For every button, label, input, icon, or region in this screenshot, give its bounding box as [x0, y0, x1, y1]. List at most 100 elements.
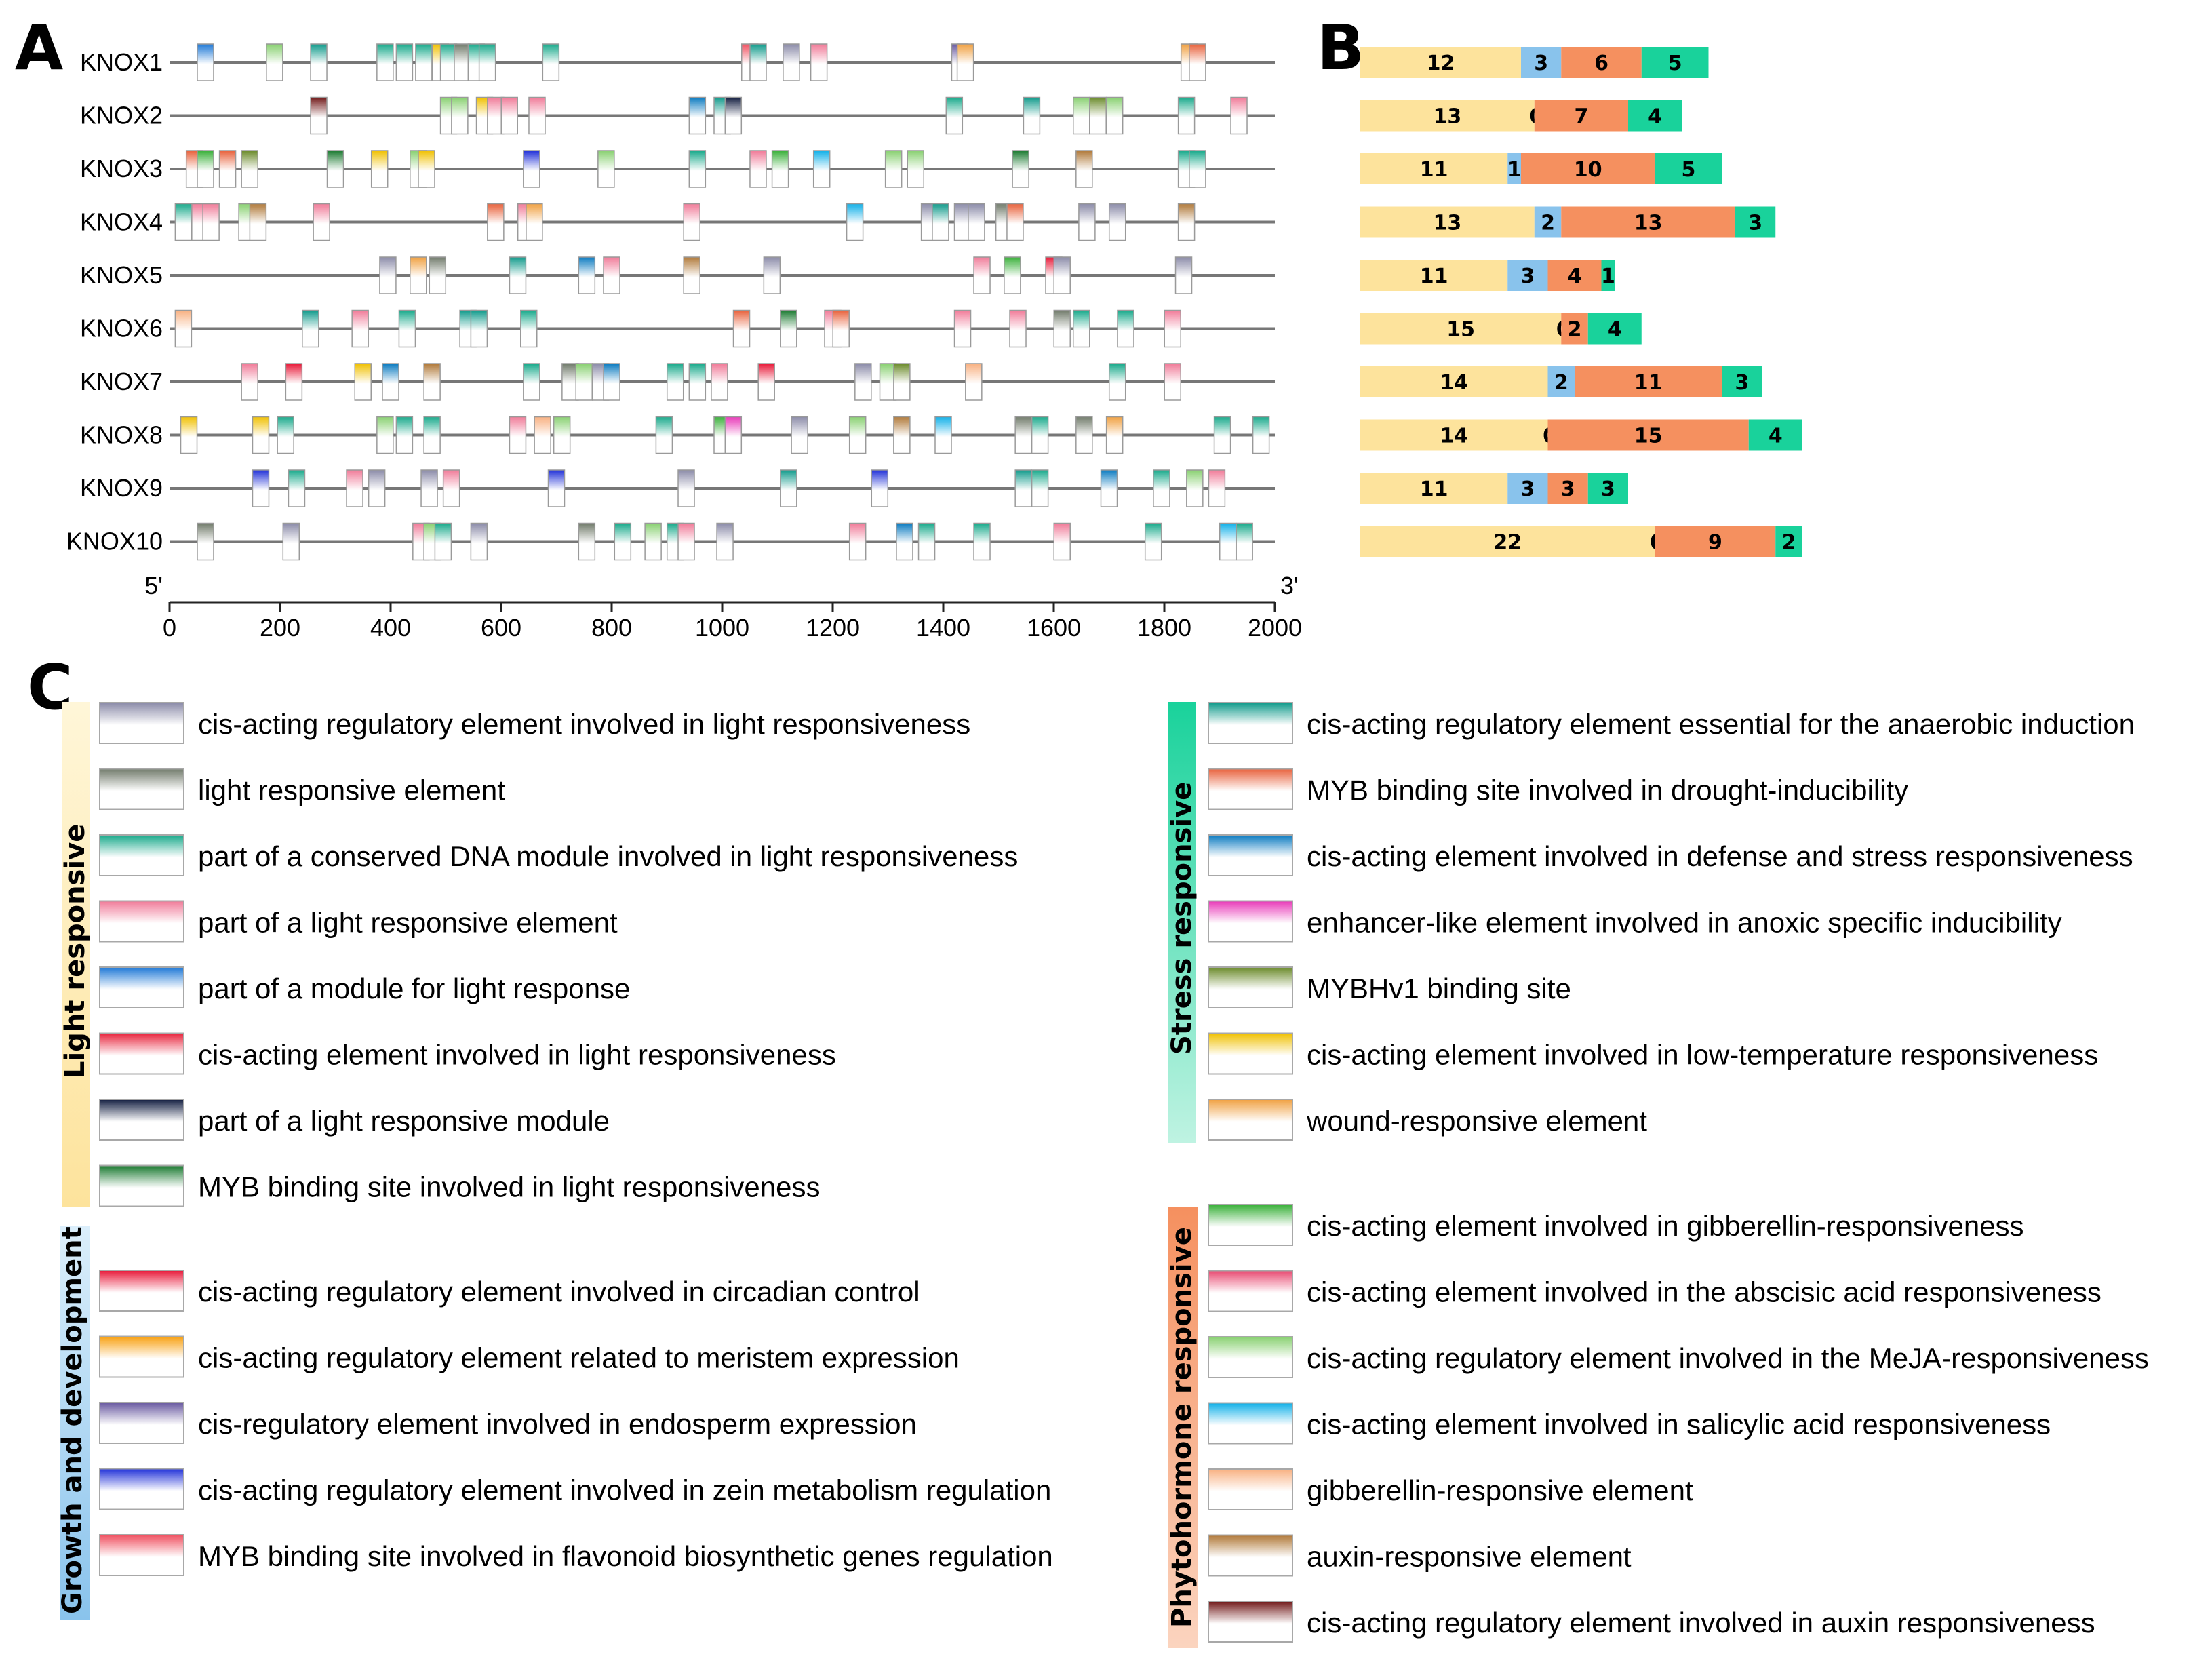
legend-item-label: cis-acting element involved in defense a… [1307, 840, 2133, 872]
cis-element-mark [893, 363, 911, 401]
legend-item-label: wound-responsive element [1306, 1105, 1647, 1137]
cis-element-mark [429, 256, 447, 294]
cis-element-mark [1219, 522, 1237, 561]
bar-value-label: 5 [1681, 158, 1695, 182]
cis-element-mark [597, 150, 615, 188]
bar-value-label: 11 [1420, 158, 1448, 182]
legend-swatch [99, 900, 184, 943]
cis-element-mark [688, 96, 707, 135]
legend-item-label: MYBHv1 binding site [1307, 973, 1571, 1004]
legend-swatch [1208, 1601, 1293, 1643]
legend-swatch [99, 702, 184, 744]
legend-item-label: cis-acting regulatory element involved i… [1307, 1342, 2149, 1374]
cis-element-mark [395, 43, 414, 81]
cis-element-mark [1023, 96, 1041, 135]
bar-segment [1507, 473, 1548, 504]
cis-element-mark [509, 256, 527, 294]
cis-element-mark [1105, 416, 1124, 454]
bar-segment [1561, 47, 1642, 78]
cis-element-mark [370, 150, 389, 188]
cis-element-mark [398, 309, 416, 348]
cis-element-mark [420, 469, 438, 507]
bar-value-label: 15 [1634, 425, 1663, 448]
cis-element-mark [711, 363, 728, 401]
cis-element-mark [846, 203, 864, 241]
cis-element-mark [534, 416, 551, 454]
bar-segment [1655, 153, 1722, 184]
bar-segment [1735, 206, 1776, 238]
cis-element-mark [932, 203, 949, 241]
cis-element-mark [553, 416, 571, 454]
legend-item-label: cis-acting regulatory element involved i… [198, 708, 970, 740]
cis-element-mark [174, 309, 193, 348]
legend-item-label: MYB binding site involved in light respo… [198, 1171, 821, 1203]
cis-element-mark [871, 469, 889, 507]
legend-swatch [1208, 768, 1293, 810]
cis-element-mark [487, 203, 505, 241]
gene-label: KNOX4 [80, 208, 163, 236]
bar-value-label: 11 [1420, 265, 1448, 288]
cis-element-mark [1164, 363, 1181, 401]
x-tick-label: 1200 [806, 614, 860, 642]
growth-group-bar [60, 1226, 90, 1620]
legend-swatch [1208, 1468, 1293, 1510]
bar-value-label: 12 [1427, 52, 1455, 75]
cis-element-mark [688, 363, 707, 401]
cis-element-mark [1186, 469, 1204, 507]
cis-element-mark [677, 522, 695, 561]
bar-value-label: 3 [1748, 212, 1762, 235]
cis-element-mark [603, 363, 620, 401]
x-tick-label: 1800 [1137, 614, 1191, 642]
legend-item-label: cis-acting regulatory element essential … [1307, 708, 2135, 740]
cis-element-mark [351, 309, 369, 348]
cis-element-mark [285, 363, 303, 401]
cis-element-mark [282, 522, 300, 561]
cis-element-mark [478, 43, 496, 81]
bar-segment [1521, 153, 1655, 184]
cis-element-mark [1208, 469, 1226, 507]
legend-item-label: cis-regulatory element involved in endos… [198, 1408, 917, 1440]
cis-element-mark [500, 96, 518, 135]
bar-segment [1360, 260, 1508, 291]
cis-element-mark [1075, 416, 1093, 454]
cis-element-mark [848, 522, 867, 561]
cis-element-mark [783, 43, 800, 81]
light-group-bar [62, 702, 90, 1207]
bar-value-label: 11 [1420, 477, 1448, 501]
bar-segment [1655, 526, 1776, 557]
bar-segment [1360, 419, 1548, 451]
legend-item-label: cis-acting element involved in the absci… [1307, 1276, 2101, 1308]
cis-element-mark [688, 150, 707, 188]
cis-element-mark [917, 522, 936, 561]
cis-element-mark [771, 150, 789, 188]
cis-element-mark [1009, 309, 1027, 348]
cis-element-mark [1105, 96, 1124, 135]
cis-element-mark [683, 203, 700, 241]
cis-element-mark [1177, 96, 1196, 135]
bar-value-label: 14 [1440, 425, 1468, 448]
cis-element-mark [368, 469, 386, 507]
bar-segment [1547, 260, 1602, 291]
bar-segment [1360, 100, 1535, 132]
legend-swatch [1208, 702, 1293, 744]
panel-b-stacked-bars: 1236513074111105132133113411502414211314… [1360, 47, 1802, 557]
bar-segment [1360, 153, 1508, 184]
cis-element-mark [509, 416, 527, 454]
bar-value-label: 2 [1541, 212, 1555, 235]
bar-value-label: 1 [1507, 158, 1522, 182]
cis-element-mark [434, 522, 452, 561]
cis-element-mark [1213, 416, 1231, 454]
bar-value-label: 3 [1534, 52, 1548, 75]
bar-value-label: 1 [1601, 265, 1615, 288]
bar-segment [1547, 473, 1588, 504]
cis-element-mark [578, 522, 596, 561]
legend-swatch [1208, 966, 1293, 1008]
bar-segment [1360, 526, 1655, 557]
cis-element-mark [241, 363, 258, 401]
cis-element-mark [410, 256, 427, 294]
cis-element-mark [1117, 309, 1134, 348]
bar-value-label: 3 [1520, 265, 1535, 288]
cis-element-mark [1078, 203, 1096, 241]
legend-item-label: cis-acting regulatory element involved i… [198, 1276, 920, 1308]
bar-segment [1575, 366, 1722, 397]
